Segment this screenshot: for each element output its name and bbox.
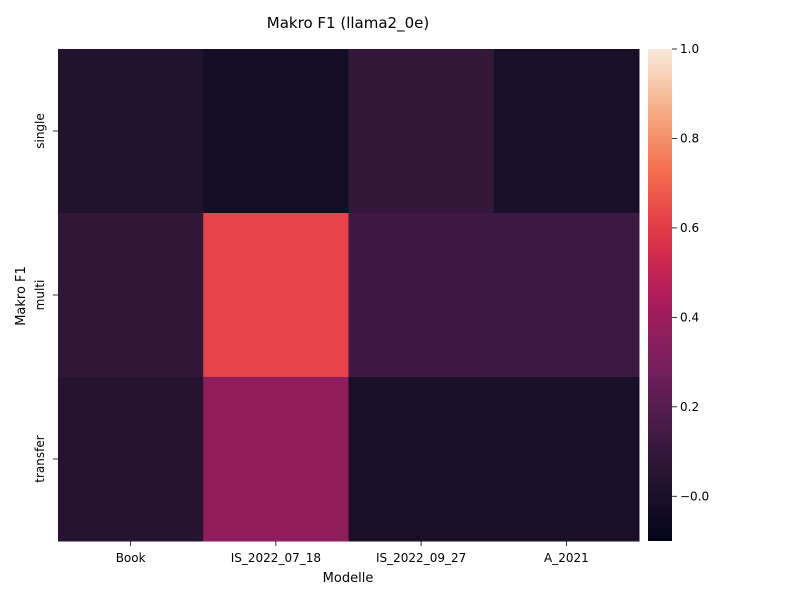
colorbar-tick-label: 1.0 (680, 42, 699, 56)
heatmap-cells (58, 49, 640, 542)
x-tick-label: Book (116, 551, 146, 565)
heatmap-cell (58, 49, 204, 214)
colorbar-tick-label: 0.6 (680, 221, 699, 235)
heatmap-cell (58, 213, 204, 378)
heatmap-cell (203, 377, 349, 542)
y-tick-label: transfer (33, 435, 47, 482)
heatmap-cell (493, 49, 640, 214)
heatmap-cell (58, 377, 204, 542)
x-axis: Book IS_2022_07_18 IS_2022_09_27 A_2021 (116, 541, 589, 565)
x-tick-label: A_2021 (544, 551, 589, 565)
heatmap-cell (348, 377, 495, 542)
heatmap-cell (203, 213, 349, 378)
x-tick-label: IS_2022_07_18 (231, 551, 321, 565)
colorbar-tick-label: −0.0 (680, 489, 709, 503)
x-tick-label: IS_2022_09_27 (376, 551, 466, 565)
x-axis-label: Modelle (323, 571, 374, 586)
colorbar-tick-label: 0.8 (680, 131, 699, 145)
colorbar-gradient (648, 49, 672, 541)
heatmap-cell (493, 213, 640, 378)
y-axis-label: Makro F1 (14, 266, 29, 326)
chart-title: Makro F1 (llama2_0e) (267, 14, 429, 33)
heatmap-cell (348, 213, 495, 378)
heatmap-cell (203, 49, 349, 214)
heatmap-cell (493, 377, 640, 542)
heatmap-cell (348, 49, 495, 214)
colorbar: −0.0 0.2 0.4 0.6 0.8 1.0 (648, 42, 709, 541)
y-tick-label: multi (33, 280, 47, 311)
colorbar-tick-label: 0.2 (680, 400, 699, 414)
y-axis: single multi transfer (33, 113, 58, 483)
colorbar-tick-label: 0.4 (680, 310, 699, 324)
y-tick-label: single (33, 113, 47, 149)
